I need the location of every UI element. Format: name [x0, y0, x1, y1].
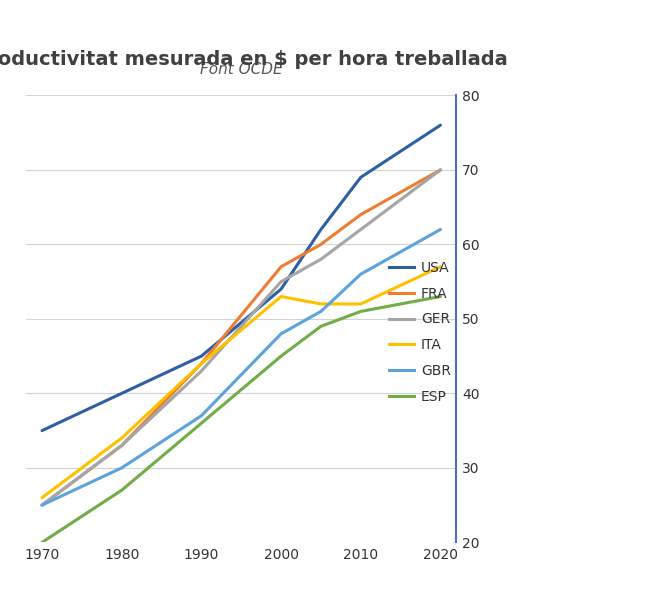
ITA — [198, 360, 205, 367]
ESP — [317, 323, 325, 330]
ESP — [437, 293, 445, 300]
ITA — [357, 300, 364, 308]
GBR — [198, 412, 205, 420]
ESP — [277, 353, 285, 360]
FRA — [277, 263, 285, 271]
Title: Productivitat mesurada en $ per hora treballada: Productivitat mesurada en $ per hora tre… — [0, 50, 508, 69]
Line: USA: USA — [42, 125, 441, 430]
USA — [437, 122, 445, 129]
Line: GBR: GBR — [42, 229, 441, 505]
FRA — [437, 166, 445, 173]
GER — [277, 278, 285, 285]
ESP — [118, 486, 126, 493]
Line: ESP: ESP — [42, 296, 441, 542]
USA — [38, 427, 46, 434]
GBR — [277, 330, 285, 337]
ITA — [38, 494, 46, 501]
ITA — [118, 434, 126, 442]
FRA — [357, 211, 364, 218]
GBR — [118, 464, 126, 471]
Legend: USA, FRA, GER, ITA, GBR, ESP: USA, FRA, GER, ITA, GBR, ESP — [383, 255, 456, 409]
USA — [317, 226, 325, 233]
Line: GER: GER — [42, 170, 441, 505]
USA — [118, 390, 126, 397]
Line: FRA: FRA — [42, 170, 441, 505]
GBR — [38, 502, 46, 509]
ESP — [198, 420, 205, 427]
ESP — [357, 308, 364, 315]
GBR — [437, 226, 445, 233]
Text: Font OCDE: Font OCDE — [200, 63, 282, 77]
GBR — [317, 308, 325, 315]
FRA — [198, 360, 205, 367]
USA — [277, 285, 285, 293]
GER — [118, 442, 126, 449]
FRA — [118, 442, 126, 449]
GER — [357, 226, 364, 233]
ITA — [277, 293, 285, 300]
FRA — [317, 241, 325, 248]
Line: ITA: ITA — [42, 267, 441, 498]
GER — [198, 367, 205, 375]
GER — [317, 256, 325, 263]
FRA — [38, 502, 46, 509]
GER — [38, 502, 46, 509]
GER — [437, 166, 445, 173]
ESP — [38, 539, 46, 546]
USA — [198, 353, 205, 360]
USA — [357, 173, 364, 181]
ITA — [437, 263, 445, 271]
ITA — [317, 300, 325, 308]
GBR — [357, 271, 364, 278]
